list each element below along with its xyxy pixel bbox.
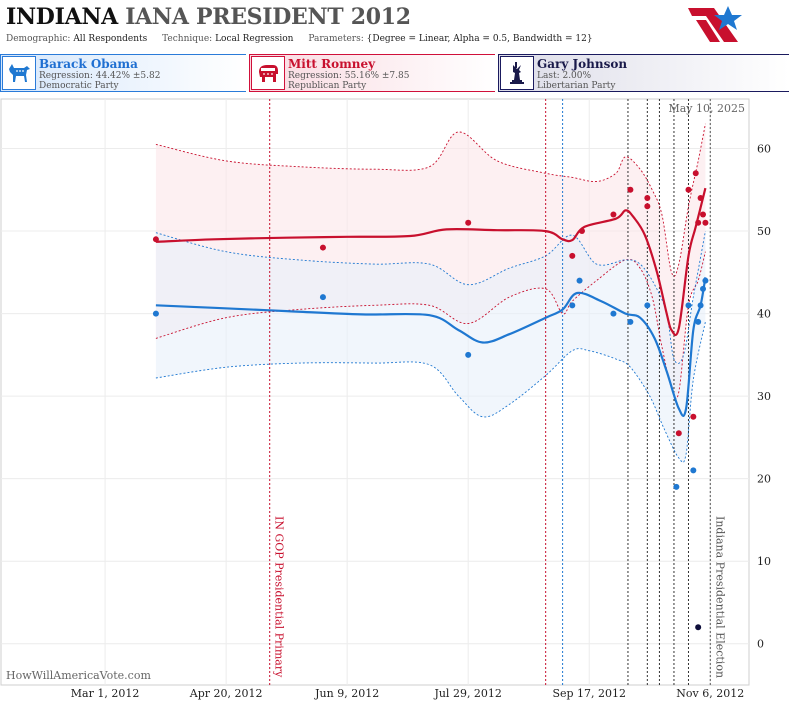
title-race: IANA PRESIDENT 2012	[125, 4, 411, 30]
watermark: HowWillAmericaVote.com	[6, 669, 151, 682]
x-tick-label: Sep 17, 2012	[552, 687, 626, 700]
poll-point	[319, 294, 326, 301]
header: INDIANA IANA PRESIDENT 2012 Demographic:…	[0, 0, 789, 52]
poll-point	[576, 277, 583, 284]
candidate-name: Gary Johnson	[537, 57, 628, 71]
confidence-lower-line	[155, 321, 706, 463]
candidate-party: Libertarian Party	[537, 81, 616, 91]
confidence-upper-line	[155, 123, 706, 277]
title-state: INDIANA	[6, 4, 118, 30]
demographic-label: Demographic:	[6, 34, 71, 44]
y-tick-label: 40	[757, 308, 771, 321]
poll-point	[465, 219, 472, 226]
poll-point	[700, 285, 707, 292]
poll-point	[627, 318, 634, 325]
candidate-stat: Last: 2.00%	[537, 71, 592, 81]
confidence-upper-line	[155, 231, 706, 364]
poll-point	[695, 624, 702, 631]
poll-point	[695, 219, 702, 226]
demographic-value: All Respondents	[73, 34, 148, 44]
x-tick-label: Jul 29, 2012	[433, 687, 502, 700]
poll-point	[697, 195, 704, 202]
poll-point	[152, 236, 159, 243]
y-tick-label: 30	[757, 390, 771, 403]
donkey-icon	[2, 56, 36, 90]
poll-point	[569, 252, 576, 259]
confidence-band	[155, 123, 706, 399]
candidate-name: Mitt Romney	[288, 57, 376, 71]
candidate-stat: Regression: 44.42% ±5.82	[39, 71, 161, 81]
poll-point	[700, 211, 707, 218]
poll-point	[690, 413, 697, 420]
parameters-value: {Degree = Linear, Alpha = 0.5, Bandwidth…	[366, 34, 593, 44]
page-title: INDIANA IANA PRESIDENT 2012	[6, 4, 411, 30]
candidate-party: Republican Party	[288, 81, 367, 91]
x-tick-label: Nov 6, 2012	[676, 687, 744, 700]
regression-line	[155, 187, 707, 337]
poll-point	[695, 318, 702, 325]
poll-point	[702, 277, 709, 284]
poll-point	[673, 483, 680, 490]
y-tick-label: 50	[757, 225, 771, 238]
y-tick-label: 0	[757, 638, 764, 651]
poll-point	[675, 430, 682, 437]
regression-line	[155, 277, 707, 417]
x-tick-label: Apr 20, 2012	[189, 687, 263, 700]
poll-point	[644, 203, 651, 210]
candidate-card-johnson: Gary Johnson Last: 2.00% Libertarian Par…	[498, 54, 789, 92]
poll-point	[610, 211, 617, 218]
technique-value: Local Regression	[215, 34, 294, 44]
candidate-stat: Regression: 55.16% ±7.85	[288, 71, 410, 81]
candidate-name: Barack Obama	[39, 57, 138, 71]
x-tick-label: Mar 1, 2012	[71, 687, 140, 700]
parameters-label: Parameters:	[308, 34, 364, 44]
poll-point	[319, 244, 326, 251]
poll-point	[610, 310, 617, 317]
y-tick-label: 60	[757, 143, 771, 156]
site-logo-icon	[688, 6, 742, 42]
statue-of-liberty-icon	[500, 56, 534, 90]
candidate-card-romney: Mitt Romney Regression: 55.16% ±7.85 Rep…	[249, 54, 495, 92]
parameters-line: Demographic: All Respondents Technique: …	[6, 34, 605, 44]
poll-chart: IN GOP Presidential Primary Indiana Presi…	[0, 98, 771, 700]
poll-point	[569, 302, 576, 309]
candidate-card-obama: Barack Obama Regression: 44.42% ±5.82 De…	[0, 54, 246, 92]
poll-point	[644, 302, 651, 309]
date-stamp: May 10, 2025	[668, 102, 745, 115]
poll-point	[685, 302, 692, 309]
poll-point	[697, 302, 704, 309]
poll-point	[692, 170, 699, 177]
y-tick-label: 10	[757, 555, 771, 568]
event-label: IN GOP Presidential Primary	[273, 516, 286, 678]
candidate-party: Democratic Party	[39, 81, 119, 91]
poll-point	[152, 310, 159, 317]
poll-point	[465, 351, 472, 358]
y-tick-label: 20	[757, 473, 771, 486]
poll-point	[578, 228, 585, 235]
event-label: Indiana Presidential Election	[713, 516, 726, 678]
poll-point	[690, 467, 697, 474]
elephant-icon	[251, 56, 285, 90]
poll-point	[685, 186, 692, 193]
confidence-band	[155, 231, 706, 463]
poll-point	[627, 186, 634, 193]
technique-label: Technique:	[162, 34, 213, 44]
x-tick-label: Jun 9, 2012	[314, 687, 379, 700]
poll-point	[644, 195, 651, 202]
poll-point	[702, 219, 709, 226]
